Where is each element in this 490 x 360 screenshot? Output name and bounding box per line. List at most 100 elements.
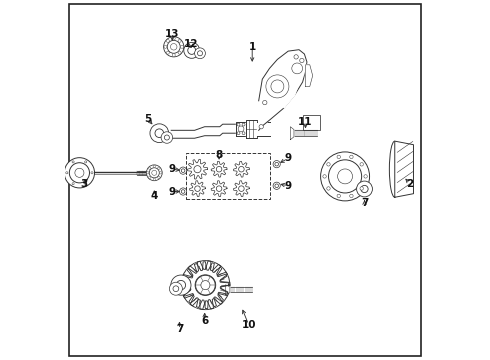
Polygon shape [291,127,294,140]
Circle shape [181,169,185,172]
Circle shape [263,100,267,105]
Circle shape [242,132,245,135]
Text: 3: 3 [80,179,87,189]
Circle shape [152,170,157,175]
Circle shape [171,44,177,50]
Circle shape [158,167,160,170]
Text: 5: 5 [144,114,151,124]
Circle shape [153,165,155,167]
Circle shape [181,190,185,193]
Circle shape [150,124,169,143]
Circle shape [195,275,216,296]
Text: 9: 9 [169,164,176,174]
Circle shape [167,40,180,53]
Circle shape [167,40,170,42]
Circle shape [196,275,215,295]
Circle shape [153,178,155,180]
Circle shape [85,161,87,163]
Circle shape [200,280,210,290]
Polygon shape [233,181,249,197]
Circle shape [148,176,151,179]
Circle shape [360,163,364,166]
Circle shape [178,40,181,42]
Circle shape [327,187,330,190]
Circle shape [164,37,184,57]
Circle shape [239,166,244,172]
Polygon shape [395,141,414,197]
Circle shape [337,155,341,159]
Text: 4: 4 [150,191,158,201]
Circle shape [167,51,170,54]
Text: 2: 2 [406,179,414,189]
Polygon shape [211,181,227,197]
Polygon shape [171,124,236,138]
Circle shape [238,126,244,132]
Circle shape [197,51,202,56]
Text: 13: 13 [165,29,179,39]
Circle shape [361,185,368,193]
Circle shape [85,183,87,185]
Polygon shape [246,120,257,138]
Circle shape [328,160,362,193]
Circle shape [72,183,74,185]
Circle shape [155,129,164,138]
Circle shape [271,80,284,93]
Circle shape [181,261,230,310]
Text: 9: 9 [285,181,292,191]
Circle shape [173,286,179,292]
Polygon shape [236,122,246,136]
Circle shape [180,45,183,48]
Circle shape [275,184,278,188]
Polygon shape [233,161,249,177]
Circle shape [164,135,170,140]
Circle shape [178,51,181,54]
Text: 12: 12 [184,39,198,49]
Circle shape [337,194,341,198]
Text: 7: 7 [361,198,368,208]
Circle shape [171,275,191,295]
Circle shape [237,132,240,135]
Circle shape [69,163,90,183]
Text: 11: 11 [298,117,313,127]
Circle shape [273,182,280,189]
Circle shape [148,167,151,170]
Circle shape [357,181,372,197]
Text: 9: 9 [285,153,292,163]
Polygon shape [284,65,299,108]
Circle shape [350,155,353,159]
Circle shape [172,54,175,57]
Circle shape [275,162,278,166]
Circle shape [350,194,353,198]
Circle shape [147,165,162,181]
Polygon shape [190,181,205,197]
Polygon shape [259,50,307,130]
Circle shape [161,132,172,143]
Bar [186,153,270,199]
Text: 8: 8 [216,150,222,160]
Circle shape [239,186,244,192]
Circle shape [194,166,201,173]
Circle shape [184,42,199,58]
Polygon shape [225,285,230,295]
Circle shape [273,161,280,168]
Circle shape [64,158,95,188]
Text: 9: 9 [169,186,176,197]
Polygon shape [305,65,313,86]
Circle shape [216,186,222,192]
Bar [303,115,320,130]
Circle shape [72,161,74,163]
Circle shape [75,168,84,177]
Circle shape [176,280,186,290]
Circle shape [338,169,352,184]
Circle shape [179,188,187,195]
Circle shape [195,48,205,59]
Circle shape [179,167,187,174]
Circle shape [147,172,149,174]
Circle shape [323,175,326,178]
Polygon shape [211,161,227,177]
Circle shape [170,282,182,295]
Circle shape [66,172,68,174]
Circle shape [292,63,303,74]
Circle shape [201,280,210,290]
Circle shape [91,172,93,174]
